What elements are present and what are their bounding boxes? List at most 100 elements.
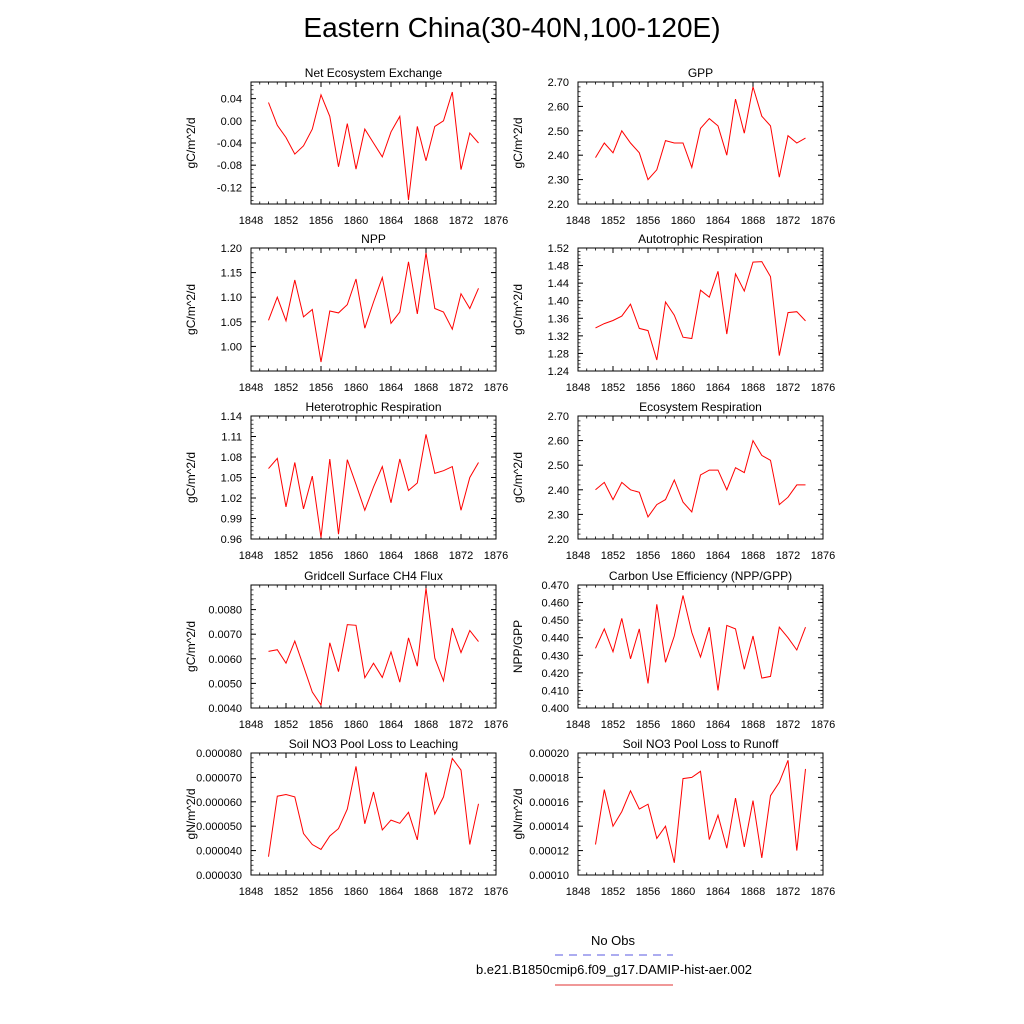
x-tick-label: 1856	[636, 382, 660, 394]
x-tick-label: 1872	[776, 886, 800, 898]
x-tick-label: 1864	[379, 215, 403, 227]
plot-frame	[250, 752, 497, 876]
y-axis-label: gC/m^2/d	[184, 452, 198, 503]
x-tick-label: 1848	[239, 886, 263, 898]
x-tick-label: 1876	[484, 886, 508, 898]
y-tick-label: 2.70	[548, 77, 569, 89]
y-tick-label: 1.15	[221, 268, 242, 280]
series-line	[268, 434, 479, 538]
x-tick-label: 1860	[671, 382, 695, 394]
x-tick-label: 1864	[706, 382, 730, 394]
x-tick-label: 1876	[484, 215, 508, 227]
x-tick-label: 1868	[414, 719, 438, 731]
y-tick-label: 0.04	[221, 94, 242, 106]
y-tick-label: 2.20	[548, 534, 569, 546]
y-tick-label: 0.00018	[529, 772, 569, 784]
y-tick-label: 1.10	[221, 292, 242, 304]
series-line	[268, 91, 479, 201]
panel-title: Autotrophic Respiration	[638, 232, 763, 246]
x-tick-label: 1864	[706, 719, 730, 731]
panel-title: Gridcell Surface CH4 Flux	[304, 569, 443, 583]
y-tick-label: 0.0050	[208, 678, 242, 690]
x-tick-label: 1876	[811, 719, 835, 731]
panel-gridcell-surface-ch4-flux: Gridcell Surface CH4 Flux 1848 1852 1856 186…	[184, 569, 508, 731]
y-tick-label: 2.50	[548, 126, 569, 138]
x-tick-label: 1868	[414, 215, 438, 227]
y-tick-label: 0.00014	[529, 821, 569, 833]
x-tick-label: 1852	[274, 382, 298, 394]
y-tick-label: -0.12	[217, 182, 242, 194]
panel-soil-no3-pool-loss-to-runoff: Soil NO3 Pool Loss to Runoff 1848 1852 1856…	[511, 737, 835, 898]
x-tick-label: 1876	[811, 382, 835, 394]
legend-label-no-obs: No Obs	[590, 933, 636, 948]
y-tick-label: 0.99	[221, 514, 242, 526]
y-tick-label: -0.08	[217, 160, 242, 172]
y-axis-label: NPP/GPP	[511, 620, 525, 673]
y-tick-label: 1.48	[548, 261, 569, 273]
x-tick-label: 1856	[309, 550, 333, 562]
y-tick-label: 0.00016	[529, 797, 569, 809]
x-tick-label: 1864	[379, 886, 403, 898]
x-tick-label: 1852	[274, 719, 298, 731]
series-line	[595, 760, 806, 863]
x-tick-label: 1856	[309, 719, 333, 731]
series-line	[268, 588, 479, 707]
panel-title: Heterotrophic Respiration	[305, 400, 441, 414]
y-tick-label: 2.30	[548, 509, 569, 521]
panel-carbon-use-efficiency-npp-gpp: Carbon Use Efficiency (NPP/GPP) 1848 1852 1…	[511, 569, 835, 731]
x-tick-label: 1860	[344, 215, 368, 227]
y-tick-label: 0.00012	[529, 846, 569, 858]
y-axis-label: gC/m^2/d	[511, 284, 525, 335]
y-tick-label: 0.470	[541, 580, 569, 592]
y-tick-label: 2.50	[548, 460, 569, 472]
x-tick-label: 1852	[601, 719, 625, 731]
x-tick-label: 1852	[274, 215, 298, 227]
y-tick-label: 0.0060	[208, 654, 242, 666]
x-tick-label: 1872	[776, 550, 800, 562]
y-tick-label: 0.450	[541, 615, 569, 627]
y-tick-label: 2.60	[548, 436, 569, 448]
panel-title: GPP	[688, 66, 713, 80]
x-tick-label: 1872	[449, 382, 473, 394]
panel-title: Soil NO3 Pool Loss to Leaching	[289, 737, 458, 751]
x-tick-label: 1868	[741, 550, 765, 562]
x-tick-label: 1864	[379, 382, 403, 394]
x-tick-label: 1872	[776, 215, 800, 227]
y-tick-label: 2.30	[548, 175, 569, 187]
x-tick-label: 1856	[636, 550, 660, 562]
series-line	[595, 261, 806, 361]
x-tick-label: 1848	[239, 215, 263, 227]
x-tick-label: 1868	[741, 886, 765, 898]
x-tick-label: 1872	[449, 719, 473, 731]
x-tick-label: 1852	[274, 886, 298, 898]
x-tick-label: 1856	[309, 215, 333, 227]
y-tick-label: 0.400	[541, 703, 569, 715]
x-tick-label: 1848	[566, 719, 590, 731]
x-tick-label: 1860	[671, 886, 695, 898]
x-tick-label: 1872	[449, 550, 473, 562]
series-line	[268, 252, 479, 363]
x-tick-label: 1876	[484, 719, 508, 731]
panel-npp: NPP 1848 1852 1856 1860 1864 1868 1872 1876 1.00 1…	[184, 232, 508, 394]
panel-gpp: GPP 1848 1852 1856 1860 1864 1868 1872 1876 2.20 2…	[511, 66, 835, 227]
x-tick-label: 1848	[239, 550, 263, 562]
y-axis-label: gC/m^2/d	[184, 621, 198, 672]
y-tick-label: 0.0080	[208, 605, 242, 617]
y-axis-label: gC/m^2/d	[184, 118, 198, 169]
plot-frame	[250, 247, 497, 372]
y-tick-label: 0.96	[221, 534, 242, 546]
y-tick-label: 1.05	[221, 317, 242, 329]
x-tick-label: 1856	[636, 719, 660, 731]
x-tick-label: 1868	[414, 886, 438, 898]
x-tick-label: 1876	[811, 215, 835, 227]
x-tick-label: 1856	[309, 382, 333, 394]
panel-title: Soil NO3 Pool Loss to Runoff	[623, 737, 780, 751]
y-tick-label: 1.05	[221, 473, 242, 485]
x-tick-label: 1868	[741, 215, 765, 227]
x-tick-label: 1872	[449, 215, 473, 227]
y-axis-label: gN/m^2/d	[184, 789, 198, 840]
x-tick-label: 1848	[566, 215, 590, 227]
panel-autotrophic-respiration: Autotrophic Respiration 1848 1852 1856 1860 1…	[511, 232, 835, 394]
x-tick-label: 1876	[484, 382, 508, 394]
x-tick-label: 1868	[414, 550, 438, 562]
